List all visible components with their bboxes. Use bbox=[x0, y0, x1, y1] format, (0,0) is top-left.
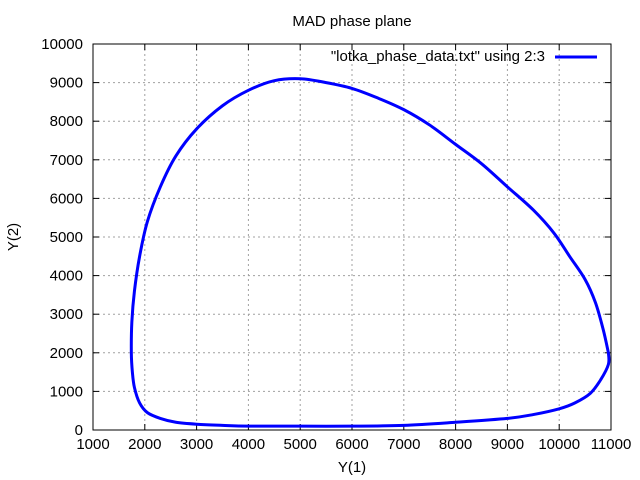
chart-title: MAD phase plane bbox=[292, 13, 411, 30]
y-tick-label: 1000 bbox=[50, 383, 83, 400]
x-tick-label: 8000 bbox=[439, 436, 472, 453]
y-tick-label: 3000 bbox=[50, 306, 83, 323]
x-tick-label: 11000 bbox=[591, 436, 632, 453]
x-axis-label: Y(1) bbox=[338, 459, 366, 476]
y-tick-label: 5000 bbox=[50, 229, 83, 246]
y-tick-label: 10000 bbox=[41, 36, 83, 53]
y-tick-label: 6000 bbox=[50, 190, 83, 207]
plot-frame bbox=[92, 43, 612, 431]
y-tick-label: 0 bbox=[75, 422, 83, 439]
x-tick-label: 2000 bbox=[128, 436, 161, 453]
x-tick-label: 10000 bbox=[538, 436, 580, 453]
legend: "lotka_phase_data.txt" using 2:3 bbox=[331, 48, 597, 65]
grid bbox=[93, 44, 611, 430]
x-tick-label: 7000 bbox=[387, 436, 420, 453]
x-tick-label: 6000 bbox=[335, 436, 368, 453]
y-tick-label: 4000 bbox=[50, 268, 83, 285]
axis-ticks: 1000 2000 3000 4000 5000 6000 7000 8000 9000 1000… bbox=[41, 36, 631, 453]
y-tick-label: 9000 bbox=[50, 75, 83, 92]
x-tick-label: 5000 bbox=[284, 436, 317, 453]
y-axis-label: Y(2) bbox=[5, 223, 22, 251]
y-tick-label: 2000 bbox=[50, 345, 83, 362]
series-layer bbox=[129, 77, 611, 428]
x-tick-label: 4000 bbox=[232, 436, 265, 453]
x-tick-label: 9000 bbox=[491, 436, 524, 453]
legend-entry-label: "lotka_phase_data.txt" using 2:3 bbox=[331, 48, 545, 65]
x-tick-label: 1000 bbox=[76, 436, 109, 453]
series-line-0 bbox=[129, 77, 611, 428]
y-tick-label: 7000 bbox=[50, 152, 83, 169]
y-tick-label: 8000 bbox=[50, 113, 83, 130]
x-tick-label: 3000 bbox=[180, 436, 213, 453]
